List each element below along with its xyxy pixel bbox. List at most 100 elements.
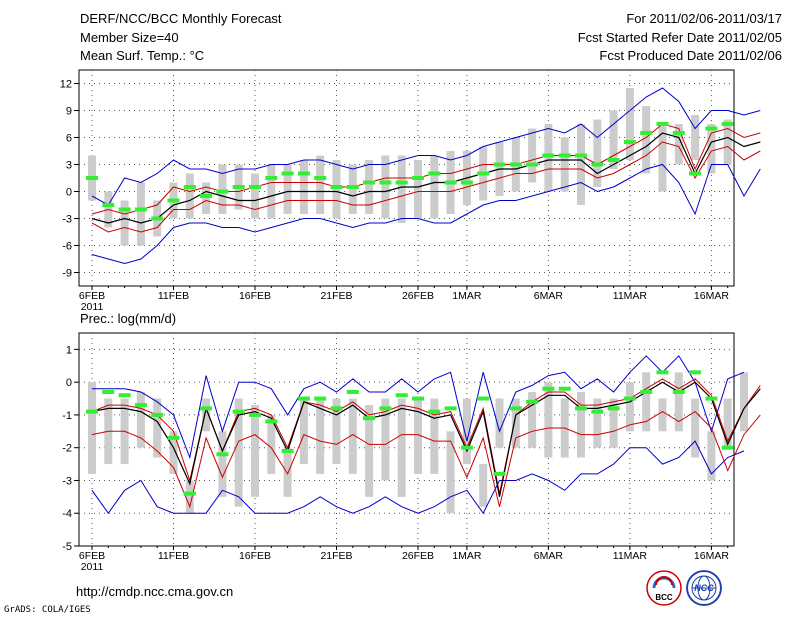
prec-xtick-label: 11FEB — [158, 550, 189, 562]
temp-green-marker — [363, 180, 376, 185]
temp-range-bar — [218, 164, 227, 214]
temp-range-bar — [283, 164, 292, 214]
temp-xtick-label: 6MAR — [534, 290, 564, 302]
prec-green-marker — [314, 396, 327, 401]
prec-range-bar — [430, 398, 439, 474]
temp-range-bar — [332, 160, 341, 219]
temp-range-bar — [251, 173, 259, 219]
temp-range-bar — [397, 155, 406, 223]
prec-xtick-label: 21FEB — [320, 550, 352, 562]
prec-green-marker — [672, 389, 685, 394]
prec-green-marker — [428, 409, 441, 414]
prec-ytick-label: -2 — [62, 443, 72, 455]
prec-green-marker — [200, 406, 213, 411]
prec-range-bar — [511, 398, 520, 448]
prec-range-bar — [544, 382, 553, 458]
temp-green-marker — [672, 131, 685, 135]
temp-green-marker — [265, 176, 278, 180]
temp-green-marker — [330, 185, 343, 189]
temp-range-bar — [136, 182, 145, 246]
prec-xtick-year: 2011 — [81, 561, 104, 573]
temp-xtick-label: 6FEB — [79, 290, 105, 302]
temp-range-bar — [381, 155, 390, 219]
prec-range-bar — [218, 431, 227, 497]
temp-green-marker — [216, 189, 229, 194]
prec-range-bar — [202, 398, 211, 432]
temp-blue-min-line — [91, 163, 761, 265]
temp-green-marker — [591, 162, 604, 167]
temp-green-marker — [200, 194, 213, 198]
prec-range-bar — [723, 398, 732, 448]
bcc-logo-text: BCC — [655, 593, 673, 602]
temp-green-marker — [395, 180, 408, 185]
temp-range-bar — [674, 124, 683, 165]
temp-range-bar — [185, 173, 194, 219]
temp-green-marker — [444, 180, 457, 185]
prec-green-marker — [265, 419, 278, 424]
temp-green-marker — [607, 158, 620, 162]
prec-green-marker — [493, 471, 506, 476]
prec-green-marker — [412, 396, 424, 401]
precip-panel-title: Prec.: log(mm/d) — [80, 311, 176, 326]
temp-xtick-label: 21FEB — [320, 290, 352, 302]
prec-blue-max-line — [92, 355, 745, 460]
temp-red-lower-line — [91, 141, 761, 233]
temp-range-bar — [430, 155, 439, 219]
temp-green-marker — [689, 171, 702, 176]
prec-xtick-label: 6FEB — [79, 550, 105, 562]
prec-range-bar — [658, 398, 667, 432]
prec-blue-min-line — [91, 440, 745, 515]
temp-ytick-label: 12 — [60, 79, 72, 91]
prec-range-bar — [625, 382, 634, 432]
temp-mean-line — [91, 132, 761, 224]
temp-ytick-label: 9 — [66, 106, 72, 118]
prec-range-bar — [642, 372, 651, 432]
temp-range-bar — [348, 164, 357, 214]
prec-red-upper-line — [91, 378, 761, 494]
prec-xtick-label: 6MAR — [534, 550, 564, 562]
temp-green-marker — [640, 131, 653, 135]
prec-green-marker — [379, 406, 392, 411]
temp-range-bar — [658, 124, 667, 192]
prec-range-bar — [577, 391, 585, 458]
temp-ytick-label: 0 — [66, 187, 72, 199]
temp-ytick-label: -9 — [62, 268, 72, 280]
temp-range-bar — [365, 160, 374, 214]
temp-range-bar — [267, 164, 276, 219]
prec-range-bar — [707, 431, 716, 481]
temp-ytick-label: -3 — [62, 214, 72, 226]
prec-range-bar — [528, 391, 537, 448]
temp-green-marker — [542, 153, 555, 158]
prec-green-marker — [640, 389, 653, 394]
prec-green-marker — [526, 399, 539, 404]
prec-frame — [78, 332, 735, 547]
temp-green-marker — [477, 171, 490, 176]
grads-credit: GrADS: COLA/IGES — [4, 605, 91, 615]
temp-green-marker — [118, 207, 131, 212]
chart-title: DERF/NCC/BCC Monthly Forecast — [80, 11, 282, 26]
prec-range-bar — [593, 398, 602, 448]
prec-xtick-label: 16FEB — [239, 550, 271, 562]
temp-green-marker — [460, 180, 473, 185]
temp-xtick-label: 1MAR — [452, 290, 482, 302]
temp-green-marker — [656, 122, 669, 126]
temp-range-bar — [723, 119, 732, 165]
temp-green-marker — [346, 185, 359, 189]
prec-green-marker — [607, 406, 620, 411]
prec-range-bar — [495, 398, 504, 448]
temp-green-marker — [509, 162, 522, 167]
prec-range-bar — [381, 398, 390, 481]
prec-green-marker — [460, 445, 473, 450]
temp-range-bar — [544, 124, 553, 192]
website-url[interactable]: http://cmdp.ncc.cma.gov.cn — [76, 584, 234, 599]
prec-range-bar — [136, 391, 145, 448]
temp-xtick-year: 2011 — [81, 301, 104, 313]
temp-xtick-label: 16MAR — [694, 290, 729, 302]
temp-green-marker — [379, 180, 392, 185]
prec-ytick-label: 1 — [66, 344, 72, 356]
prec-green-marker — [623, 396, 636, 401]
temp-ytick-label: -6 — [62, 241, 72, 253]
prec-green-marker — [216, 452, 229, 457]
